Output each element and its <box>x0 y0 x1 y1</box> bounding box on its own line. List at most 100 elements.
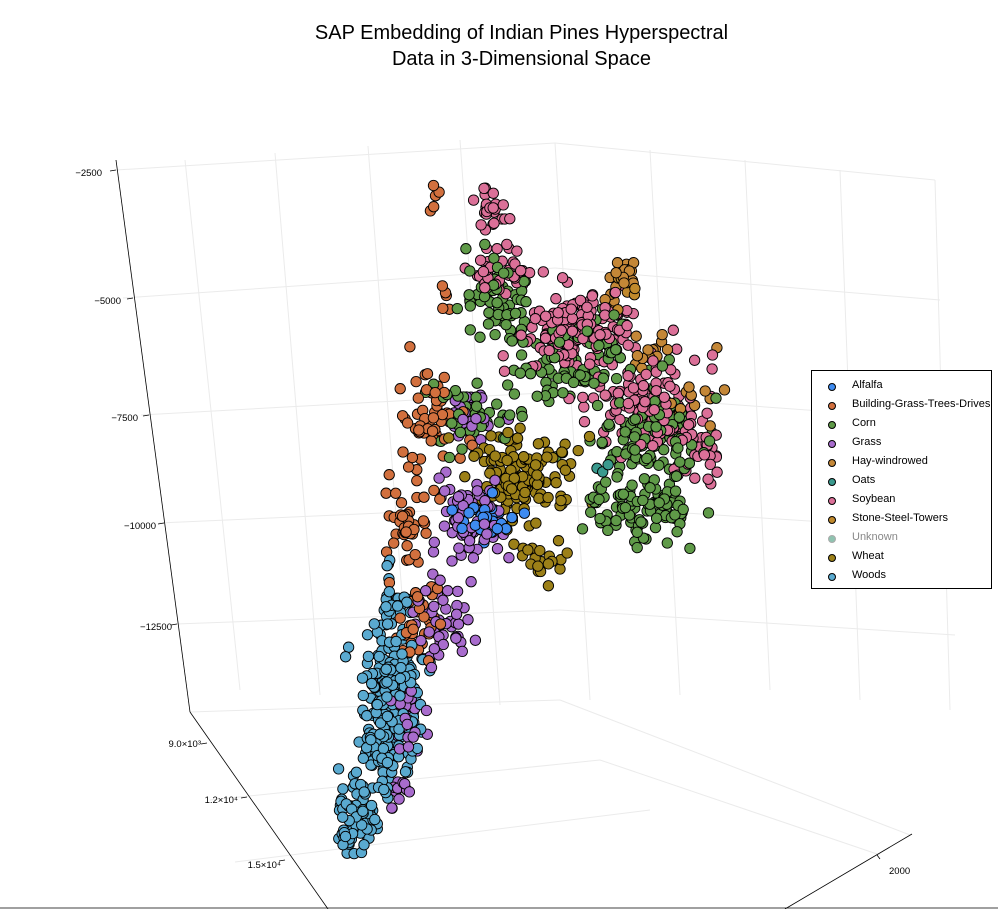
data-point-soybean <box>574 294 587 307</box>
data-point-soybean <box>647 440 659 452</box>
data-point-grass <box>427 568 439 580</box>
data-point-soybean <box>637 380 650 392</box>
data-point-corn <box>631 541 643 554</box>
data-point-building-grass-trees-drives <box>402 461 415 473</box>
data-point-soybean <box>640 368 652 381</box>
legend-item[interactable]: Alfalfa <box>812 377 991 396</box>
data-point-building-grass-trees-drives <box>436 280 449 292</box>
data-point-soybean <box>501 238 513 251</box>
data-point-corn <box>672 442 684 454</box>
legend-marker <box>828 459 836 467</box>
data-point-woods <box>356 819 368 831</box>
data-point-building-grass-trees-drives <box>407 623 419 635</box>
chart-title-line-1: SAP Embedding of Indian Pines Hyperspect… <box>314 22 729 44</box>
data-point-wheat <box>541 451 553 463</box>
data-point-building-grass-trees-drives <box>401 417 414 429</box>
data-point-woods <box>374 728 386 740</box>
data-point-soybean <box>515 265 527 277</box>
data-point-corn <box>617 488 630 500</box>
legend-item[interactable]: Stone-Steel-Towers <box>812 510 991 529</box>
data-point-soybean <box>701 407 713 419</box>
data-point-grass <box>481 528 493 540</box>
data-point-soybean <box>491 243 503 255</box>
data-point-corn <box>619 501 632 514</box>
data-point-building-grass-trees-drives <box>429 386 441 399</box>
legend-item[interactable]: Woods <box>812 567 991 586</box>
data-point-corn <box>498 267 510 279</box>
data-point-building-grass-trees-drives <box>394 612 406 624</box>
data-point-soybean <box>650 385 662 397</box>
data-point-woods <box>396 648 408 660</box>
data-point-soybean <box>578 401 590 413</box>
data-point-soybean <box>479 282 491 294</box>
z-tick-label: −12500 <box>140 622 172 633</box>
data-point-wheat <box>572 444 584 457</box>
data-point-grass <box>452 618 465 630</box>
legend-item[interactable]: Building-Grass-Trees-Drives <box>812 396 991 415</box>
data-point-woods <box>350 766 363 778</box>
legend-marker <box>828 516 836 524</box>
data-point-soybean <box>622 370 634 382</box>
data-point-grass <box>403 786 416 798</box>
legend-item[interactable]: Hay-windrowed <box>812 453 991 472</box>
data-point-corn <box>644 482 656 494</box>
data-point-building-grass-trees-drives <box>388 537 400 549</box>
data-point-corn <box>520 296 532 308</box>
data-point-grass <box>425 661 438 674</box>
data-point-grass <box>393 793 405 805</box>
data-point-grass <box>478 518 491 530</box>
legend-item[interactable]: Unknown <box>812 529 991 548</box>
data-point-corn <box>531 390 543 402</box>
z-tick-label: −5000 <box>94 296 121 307</box>
data-point-grass <box>503 552 515 564</box>
data-point-building-grass-trees-drives <box>421 368 434 380</box>
data-point-soybean <box>467 194 480 206</box>
data-point-corn <box>631 526 643 538</box>
data-point-corn <box>463 289 475 301</box>
data-point-building-grass-trees-drives <box>426 425 439 437</box>
data-point-building-grass-trees-drives <box>428 201 440 213</box>
legend-item[interactable]: Oats <box>812 472 991 491</box>
data-point-grass <box>457 413 469 426</box>
data-point-hay-windrowed <box>704 420 716 432</box>
data-point-woods <box>395 661 407 674</box>
data-point-grass <box>450 632 462 644</box>
data-point-grass <box>433 472 445 484</box>
data-point-wheat <box>583 430 596 443</box>
data-point-building-grass-trees-drives <box>404 341 416 353</box>
data-point-corn <box>600 476 612 488</box>
data-point-corn <box>464 324 476 336</box>
data-point-wheat <box>519 486 531 499</box>
data-point-soybean <box>706 363 718 375</box>
legend-item[interactable]: Corn <box>812 415 991 434</box>
data-point-grass <box>469 634 482 646</box>
data-point-grass <box>407 731 419 743</box>
data-point-hay-windrowed <box>661 343 674 356</box>
data-point-wheat <box>508 472 520 484</box>
data-point-woods <box>394 690 406 702</box>
legend-item[interactable]: Grass <box>812 434 991 453</box>
data-point-corn <box>454 426 467 439</box>
data-point-building-grass-trees-drives <box>413 424 425 436</box>
data-point-corn <box>684 542 696 555</box>
data-point-soybean <box>594 329 606 341</box>
data-point-hay-windrowed <box>683 381 695 393</box>
data-point-wheat <box>514 422 526 434</box>
data-point-woods <box>358 786 370 798</box>
data-point-alfalfa <box>463 507 475 519</box>
data-point-woods <box>362 650 375 663</box>
data-point-corn <box>588 377 600 389</box>
data-point-woods <box>380 663 392 675</box>
data-point-building-grass-trees-drives <box>466 439 478 451</box>
data-point-soybean <box>565 303 577 315</box>
legend-label: Unknown <box>852 531 898 543</box>
legend-item[interactable]: Wheat <box>812 548 991 567</box>
data-point-woods <box>373 650 385 663</box>
data-point-corn <box>629 413 641 425</box>
data-point-corn <box>474 331 486 343</box>
data-point-soybean <box>487 202 499 214</box>
data-point-soybean <box>647 355 659 367</box>
data-point-soybean <box>688 354 701 366</box>
legend-item[interactable]: Soybean <box>812 491 991 510</box>
data-point-wheat <box>559 464 572 476</box>
